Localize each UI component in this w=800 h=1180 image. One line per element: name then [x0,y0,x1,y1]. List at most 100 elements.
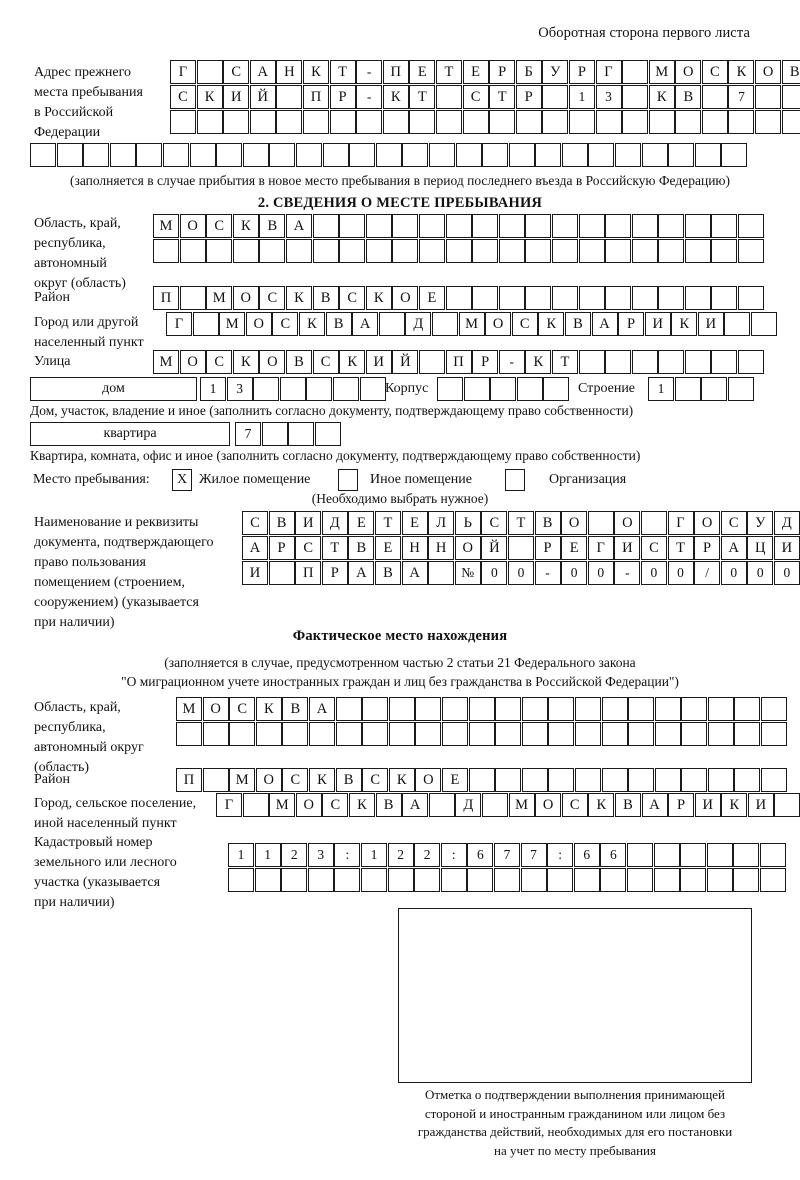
char-cell[interactable] [631,286,658,310]
char-cell[interactable]: О [202,697,229,721]
char-cell[interactable] [658,239,685,263]
char-cell[interactable]: 0 [587,561,614,585]
char-cell[interactable]: О [179,214,206,238]
char-cell[interactable]: О [485,312,512,336]
char-cell[interactable]: Т [435,60,462,84]
char-cell[interactable]: 1 [228,843,254,867]
char-cell[interactable] [468,697,495,721]
char-cell[interactable] [681,722,708,746]
char-cell[interactable]: А [402,793,429,817]
char-cell[interactable] [521,722,548,746]
char-cell[interactable] [755,110,782,134]
char-cell[interactable]: 0 [507,561,534,585]
char-cell[interactable]: М [153,214,179,238]
char-cell[interactable] [520,868,547,892]
char-cell[interactable] [707,697,734,721]
char-cell[interactable]: В [348,536,375,560]
char-cell[interactable]: В [564,312,591,336]
char-cell[interactable]: А [348,561,375,585]
char-cell[interactable]: К [721,793,748,817]
char-cell[interactable] [578,350,605,374]
char-cell[interactable]: И [242,561,268,585]
char-cell[interactable] [490,377,517,401]
char-cell[interactable] [242,793,269,817]
char-cell[interactable]: 1 [568,85,595,109]
char-cell[interactable] [382,110,409,134]
char-cell[interactable]: И [365,350,392,374]
char-cell[interactable]: П [153,286,179,310]
char-cell[interactable] [535,143,562,167]
char-cell[interactable]: 6 [600,843,627,867]
char-cell[interactable]: Г [166,312,192,336]
char-cell[interactable] [681,697,708,721]
char-cell[interactable]: Г [170,60,196,84]
char-cell[interactable]: Р [668,793,695,817]
char-cell[interactable] [339,214,366,238]
char-cell[interactable] [654,768,681,792]
char-cell[interactable] [680,843,707,867]
char-cell[interactable]: В [285,350,312,374]
char-cell[interactable]: К [308,768,335,792]
flat-number-cells[interactable]: 7 [235,422,341,446]
char-cell[interactable] [312,239,339,263]
char-cell[interactable]: Т [667,536,694,560]
char-cell[interactable] [711,286,738,310]
char-cell[interactable]: Д [455,793,482,817]
char-cell[interactable] [738,214,765,238]
char-cell[interactable] [314,422,341,446]
char-cell[interactable] [468,768,495,792]
char-cell[interactable]: С [170,85,196,109]
char-cell[interactable]: В [375,793,402,817]
char-cell[interactable] [322,143,349,167]
char-cell[interactable] [626,868,653,892]
char-cell[interactable] [574,722,601,746]
char-cell[interactable] [392,214,419,238]
char-cell[interactable] [489,110,516,134]
char-cell[interactable]: 7 [728,85,755,109]
char-cell[interactable]: С [295,536,322,560]
char-cell[interactable]: 2 [414,843,441,867]
char-cell[interactable] [548,722,575,746]
char-cell[interactable]: К [255,697,282,721]
char-cell[interactable] [192,312,219,336]
char-cell[interactable]: Е [401,511,428,535]
char-cell[interactable]: П [382,60,409,84]
char-cell[interactable]: К [196,85,223,109]
char-cell[interactable] [701,110,728,134]
char-cell[interactable] [468,722,495,746]
char-cell[interactable]: Д [405,312,432,336]
char-cell[interactable]: Н [401,536,428,560]
char-cell[interactable]: О [614,511,641,535]
char-cell[interactable] [675,110,702,134]
char-cell[interactable]: О [454,536,481,560]
char-cell[interactable]: Т [489,85,516,109]
char-cell[interactable]: С [322,793,349,817]
char-cell[interactable]: О [535,793,562,817]
char-cell[interactable]: Н [428,536,455,560]
char-cell[interactable] [196,110,223,134]
char-cell[interactable] [628,697,655,721]
char-cell[interactable]: Р [268,536,295,560]
char-cell[interactable]: М [219,312,246,336]
char-cell[interactable] [658,214,685,238]
char-cell[interactable] [362,697,389,721]
char-cell[interactable] [462,110,489,134]
char-cell[interactable] [761,722,788,746]
char-cell[interactable]: А [285,214,312,238]
char-cell[interactable] [481,793,508,817]
char-cell[interactable] [605,350,632,374]
char-cell[interactable] [242,143,269,167]
char-cell[interactable] [441,697,468,721]
char-cell[interactable]: Ь [454,511,481,535]
char-cell[interactable]: К [232,214,259,238]
char-cell[interactable] [467,868,494,892]
char-cell[interactable]: М [269,793,296,817]
char-cell[interactable]: Р [321,561,348,585]
char-cell[interactable] [495,697,522,721]
char-cell[interactable] [578,239,605,263]
char-cell[interactable]: М [206,286,233,310]
char-cell[interactable]: 7 [235,422,261,446]
